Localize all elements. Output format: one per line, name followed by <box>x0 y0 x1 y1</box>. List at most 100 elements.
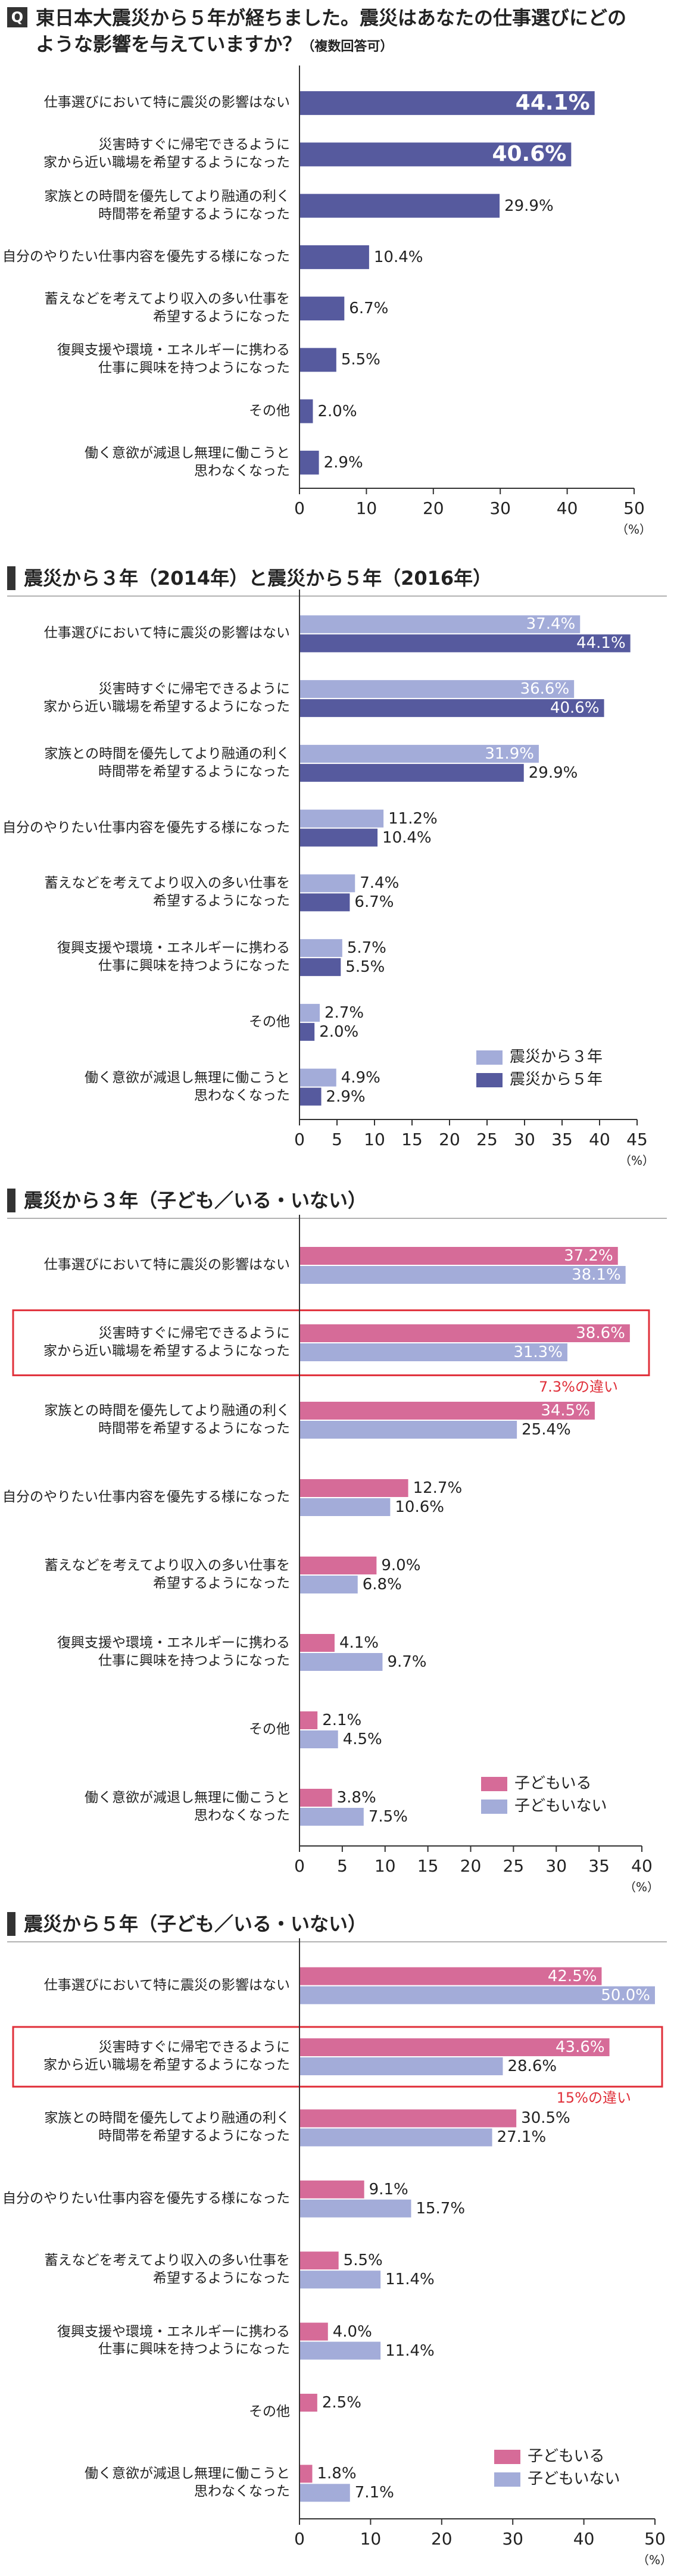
legend-label: 震災から５年 <box>510 1071 603 1089</box>
chart-title: 震災から５年（子ども／いる・いない） <box>24 1913 367 1935</box>
category-label: その他 <box>249 2403 290 2419</box>
bar <box>299 450 319 475</box>
value-label: 2.9% <box>323 453 363 472</box>
header-marker <box>7 566 15 590</box>
x-tick-label: 40 <box>573 2529 595 2549</box>
x-unit: （%） <box>637 2553 673 2567</box>
marker-box <box>7 7 27 27</box>
bar <box>299 874 355 893</box>
bar <box>299 744 539 763</box>
x-tick-label: 20 <box>430 2529 453 2549</box>
bar <box>299 680 575 698</box>
category-label: 働く意欲が減退し無理に働こうと 思わなくなった <box>85 1790 290 1823</box>
bar <box>299 958 341 977</box>
x-tick-label: 5 <box>332 1130 342 1149</box>
x-tick-label: 35 <box>588 1856 610 1876</box>
category-label: その他 <box>249 1722 290 1738</box>
bar <box>299 1402 595 1420</box>
x-tick-label: 45 <box>626 1130 648 1149</box>
category-label: 仕事選びにおいて特に震災の影響はない <box>43 625 290 641</box>
bar <box>299 1653 383 1671</box>
value-label: 29.9% <box>504 197 554 215</box>
x-tick-label: 0 <box>294 1130 305 1149</box>
category-label: 復興支援や環境・エネルギーに携わる 仕事に興味を持つようになった <box>57 2324 290 2357</box>
value-label: 6.7% <box>354 893 394 912</box>
x-tick-label: 30 <box>489 498 511 518</box>
x-tick-label: 10 <box>374 1856 396 1876</box>
x-tick-label: 40 <box>631 1856 653 1876</box>
value-label: 38.6% <box>576 1324 625 1342</box>
category-label: 復興支援や環境・エネルギーに携わる 仕事に興味を持つようになった <box>57 940 290 974</box>
bar <box>299 1479 408 1497</box>
x-tick-label: 30 <box>502 2529 524 2549</box>
value-label: 11.4% <box>385 2341 435 2360</box>
bar <box>299 2109 517 2128</box>
bar <box>299 1421 517 1439</box>
bar <box>299 828 378 847</box>
bar <box>299 763 524 782</box>
bar <box>299 1557 377 1574</box>
value-label: 2.7% <box>324 1003 364 1022</box>
category-label: 蓄えなどを考えてより収入の多い仕事を 希望するようになった <box>44 291 290 325</box>
category-label: 仕事選びにおいて特に震災の影響はない <box>43 1977 290 1993</box>
bar <box>299 348 336 372</box>
x-tick-label: 30 <box>514 1130 535 1149</box>
value-label: 2.1% <box>322 1711 362 1729</box>
category-label: 働く意欲が減退し無理に働こうと 思わなくなった <box>85 445 290 479</box>
x-tick-label: 40 <box>589 1130 610 1149</box>
x-tick-label: 10 <box>355 498 377 518</box>
legend-label: 子どもいる <box>514 1774 592 1793</box>
legend-label: 子どもいない <box>528 2470 620 2488</box>
value-label: 11.2% <box>388 809 438 828</box>
x-tick-label: 15 <box>417 1856 439 1876</box>
category-label: 働く意欲が減退し無理に働こうと 思わなくなった <box>85 2466 290 2500</box>
bar <box>299 245 369 269</box>
value-label: 30.5% <box>521 2109 570 2128</box>
bar <box>299 1266 626 1284</box>
bar <box>299 399 313 423</box>
bar <box>299 91 595 116</box>
x-tick-label: 0 <box>294 1856 305 1876</box>
bar <box>299 1022 315 1041</box>
bar <box>299 2484 350 2502</box>
x-tick-label: 0 <box>294 2529 305 2549</box>
x-unit: （%） <box>619 1153 655 1168</box>
annotation: 7.3%の違い <box>539 1378 618 1395</box>
value-label: 43.6% <box>555 2038 605 2057</box>
value-label: 5.7% <box>347 939 386 958</box>
bar <box>299 2038 610 2057</box>
value-label: 7.5% <box>368 1808 408 1826</box>
bar <box>299 1711 318 1729</box>
value-label: 4.9% <box>341 1068 380 1087</box>
bar <box>299 2322 328 2341</box>
value-label: 34.5% <box>541 1402 590 1420</box>
value-label: 25.4% <box>522 1421 571 1439</box>
value-label: 5.5% <box>343 2251 383 2270</box>
bar <box>299 615 581 634</box>
value-label: 44.1% <box>515 91 590 116</box>
category-label: 働く意欲が減退し無理に働こうと 思わなくなった <box>85 1069 290 1103</box>
value-label: 9.0% <box>381 1557 421 1574</box>
value-label: 9.1% <box>369 2180 408 2198</box>
bar <box>299 297 345 321</box>
highlight-box <box>12 1309 650 1377</box>
legend-swatch <box>494 2450 520 2464</box>
legend-swatch <box>476 1050 503 1065</box>
chart-title: 震災から３年（2014年）と震災から５年（2016年） <box>24 567 492 590</box>
annotation: 15%の違い <box>556 2090 631 2107</box>
value-label: 36.6% <box>520 680 570 698</box>
value-label: 6.7% <box>349 300 389 318</box>
category-label: 家族との時間を優先してより融通の利く 時間帯を希望するようになった <box>44 188 290 222</box>
bar <box>299 1003 320 1022</box>
bar <box>299 1247 618 1265</box>
x-tick-label: 10 <box>360 2529 382 2549</box>
x-tick-label: 20 <box>439 1130 460 1149</box>
bar <box>299 2180 364 2198</box>
x-unit: （%） <box>624 1880 660 1894</box>
category-label: 自分のやりたい仕事内容を優先する様になった <box>2 1489 290 1505</box>
highlight-box <box>12 2026 663 2088</box>
bar <box>299 1068 336 1087</box>
bar <box>299 2057 503 2076</box>
x-tick-label: 15 <box>401 1130 423 1149</box>
bar <box>299 699 604 718</box>
